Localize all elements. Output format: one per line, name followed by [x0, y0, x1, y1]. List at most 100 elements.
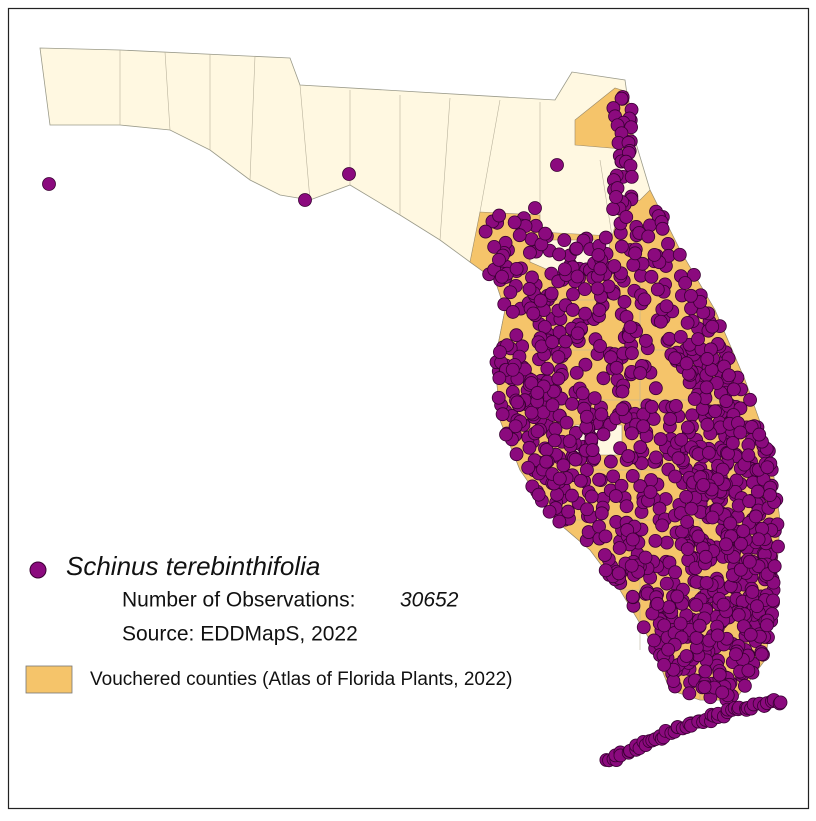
observation-dot [596, 427, 611, 442]
observation-dot [592, 303, 607, 317]
observation-dot [725, 436, 740, 450]
observation-dot [603, 350, 618, 365]
observation-dot [726, 382, 741, 397]
observation-dot [592, 472, 606, 487]
observation-dot [700, 417, 715, 432]
observation-dot [592, 519, 606, 534]
observation-dot [509, 328, 524, 343]
observation-dot [493, 345, 507, 360]
observation-dot [578, 306, 593, 321]
observation-dot [687, 267, 701, 282]
observation-dot [551, 371, 566, 386]
observation-dot [580, 463, 594, 477]
observation-dot [559, 415, 574, 430]
observation-dot [625, 469, 640, 483]
observation-dot [741, 448, 756, 463]
observation-dot [668, 469, 683, 484]
observation-dot [741, 663, 756, 678]
observation-dot [680, 420, 695, 435]
observation-dot [751, 532, 766, 547]
observation-dot [298, 193, 312, 207]
observation-dot [619, 499, 634, 514]
observation-dot [679, 356, 694, 371]
observation-dot [633, 440, 648, 454]
observation-dot [625, 346, 639, 361]
observation-dot [540, 361, 555, 376]
observation-dot [633, 479, 648, 493]
observation-dot [507, 215, 522, 230]
observation-dot [701, 445, 716, 460]
observation-dot [679, 649, 694, 663]
observation-dot [659, 299, 674, 314]
observation-dot [565, 396, 579, 411]
observation-dot [684, 501, 699, 516]
observation-dot [562, 434, 577, 449]
observation-dot [492, 371, 507, 385]
observation-dot [611, 566, 626, 581]
observation-dot [522, 440, 537, 455]
observation-dot [641, 229, 656, 244]
observation-dot [593, 339, 607, 353]
observation-dot [552, 247, 567, 262]
observation-dot [566, 287, 580, 302]
observation-dot [705, 510, 720, 525]
observation-dot [682, 686, 697, 701]
observation-dot [657, 658, 671, 672]
observation-dot [503, 285, 518, 300]
observation-dot [542, 504, 557, 519]
observation-dot [510, 395, 525, 410]
observation-dot [539, 454, 554, 469]
observation-dot [653, 432, 668, 446]
observation-dot [495, 269, 509, 284]
observation-dot [499, 427, 513, 442]
observation-dot [522, 282, 537, 296]
observation-dot [570, 326, 585, 341]
observation-dot [637, 292, 652, 307]
observation-dot [530, 386, 545, 400]
observation-dot [579, 409, 594, 424]
observation-dot [760, 618, 774, 633]
observation-dot [497, 297, 512, 312]
observation-dot [573, 473, 588, 488]
observation-dot [528, 201, 542, 215]
species-name: Schinus terebinthifolia [66, 551, 320, 581]
observation-dot [551, 350, 566, 364]
observation-dot [544, 286, 559, 301]
observation-dot [606, 202, 621, 216]
observation-dot [723, 516, 738, 531]
observation-dot [521, 460, 536, 475]
observation-dot [609, 190, 623, 204]
observation-dot [596, 371, 611, 386]
observation-dots [42, 90, 788, 768]
observation-dot [670, 589, 685, 604]
observation-dot [752, 427, 767, 442]
observation-dot [598, 563, 613, 578]
observation-dot [606, 469, 621, 484]
observation-dot [593, 261, 608, 276]
observation-dot [710, 628, 725, 643]
observation-dot [509, 261, 524, 276]
observation-dot [575, 386, 590, 401]
observation-dot [531, 487, 546, 502]
observation-dot [767, 559, 782, 574]
observation-dot [771, 539, 785, 554]
observation-dot [659, 576, 674, 591]
observation-dot [570, 269, 585, 284]
observation-dot [661, 236, 675, 251]
observation-dot [625, 589, 640, 604]
observation-dot [668, 351, 683, 366]
observation-dot [552, 471, 567, 486]
observation-dot [643, 485, 658, 499]
observation-dot [609, 360, 624, 375]
observation-dot [729, 647, 743, 662]
observation-dot [662, 600, 676, 615]
observation-dot [644, 269, 659, 284]
observation-dot [580, 502, 594, 517]
observation-dot [597, 548, 612, 562]
observation-dot [495, 407, 510, 422]
observation-dot [692, 618, 707, 633]
observation-dot [679, 489, 694, 504]
observation-dot [342, 167, 356, 181]
observation-dot [687, 392, 702, 406]
